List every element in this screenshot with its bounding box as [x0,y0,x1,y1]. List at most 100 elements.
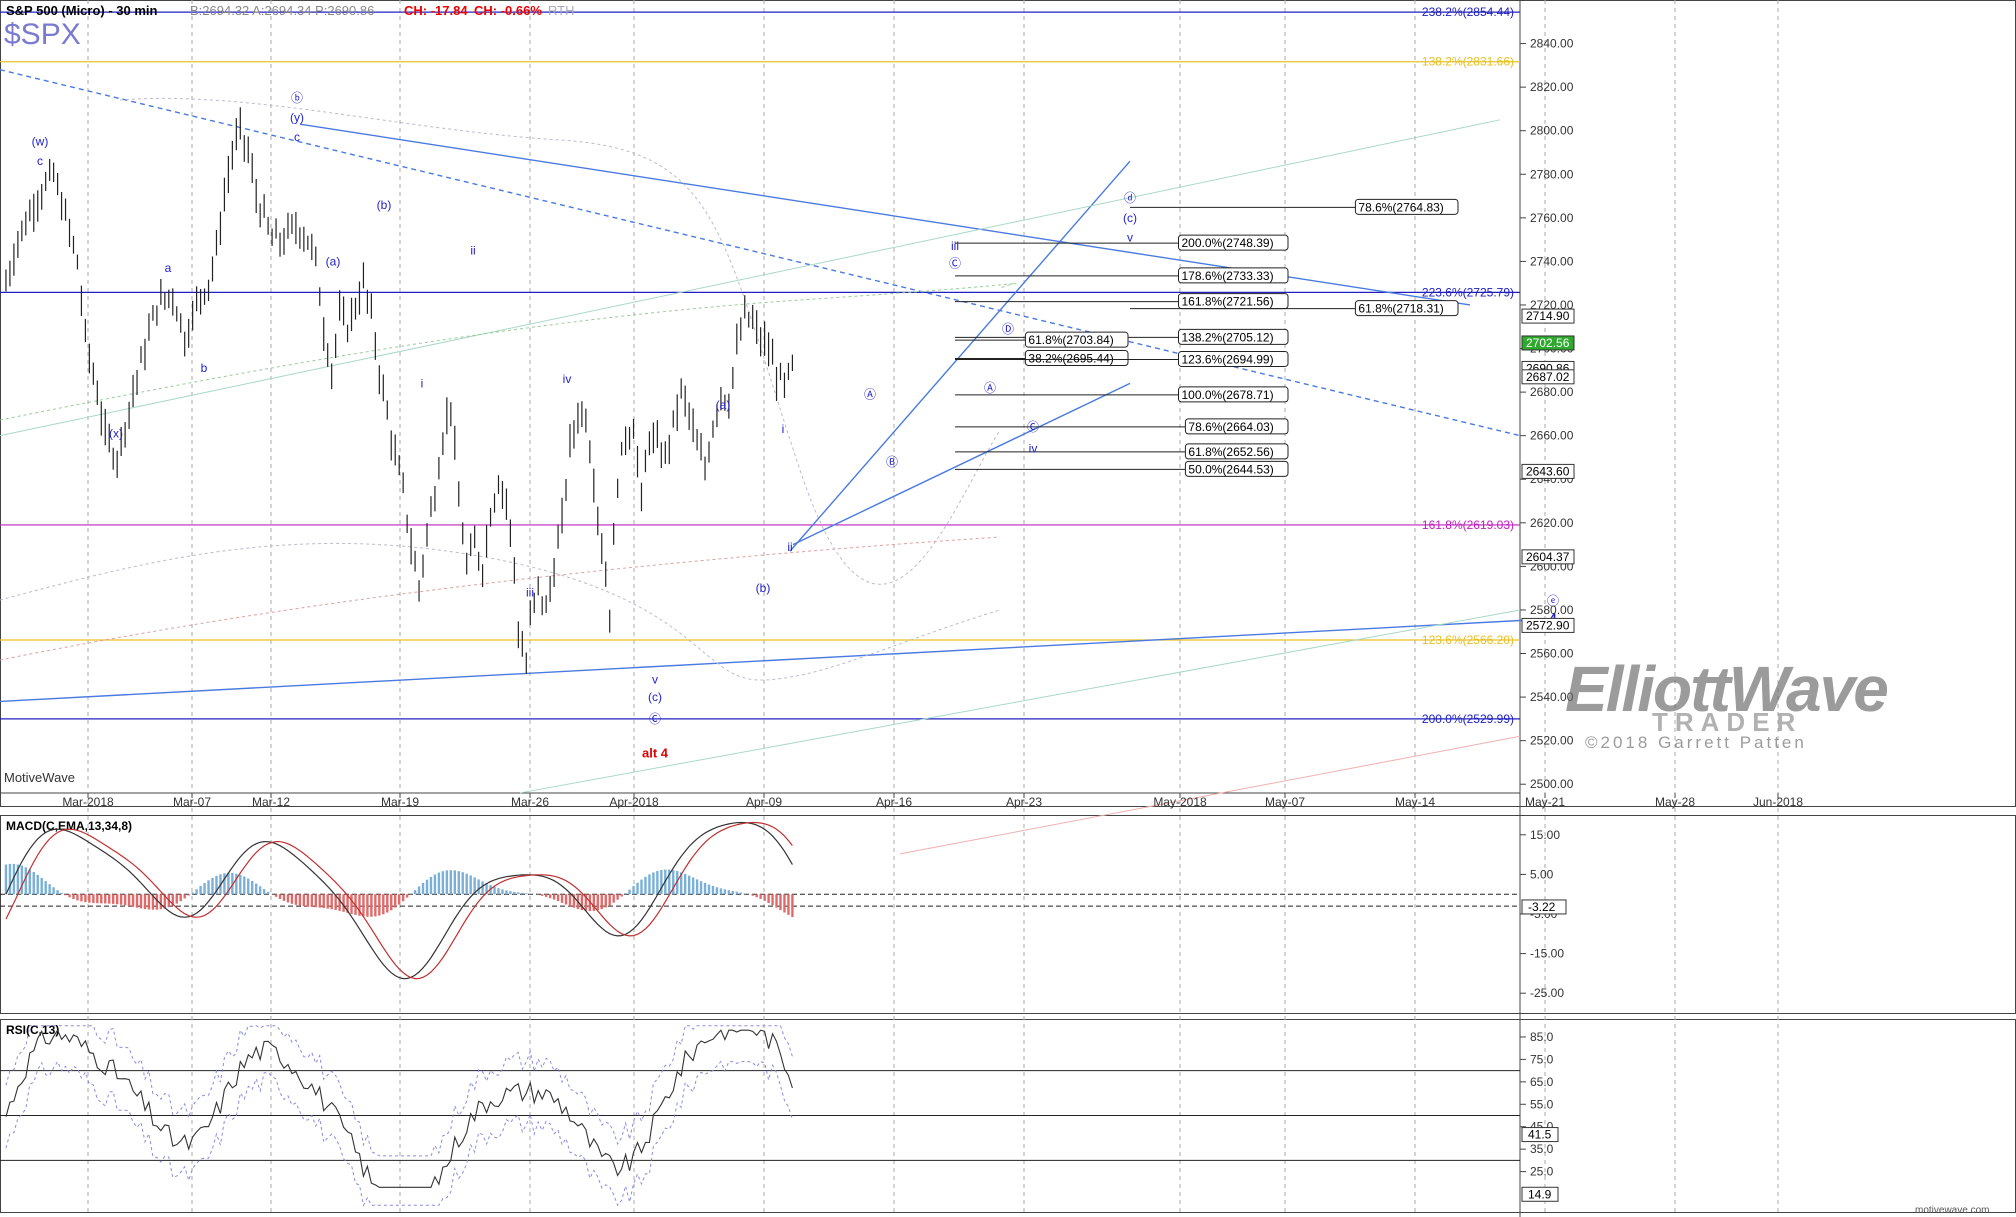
rsi-line [5,1029,793,1188]
rsi-value-label: 41.5 [1528,1128,1552,1142]
wave-label: c [37,154,43,168]
wave-label: iii [951,239,959,253]
extension-box [1178,350,1289,367]
trend-lines [0,69,1556,855]
fib-level-label: 200.0%(2529.99) [1422,712,1514,726]
y-tick-label: 2520.00 [1530,734,1574,748]
wave-label: (c) [648,690,662,704]
change-percent: CH: -0.66% [474,3,542,18]
rsi-y-tick-label: 55.0 [1530,1097,1554,1111]
y-tick-label: 2800.00 [1530,124,1574,138]
rsi-y-tick-label: 65.0 [1530,1075,1554,1089]
panel-frame [0,815,2016,1014]
x-tick-label: Apr-09 [746,795,782,809]
wave-label: (a) [716,398,731,412]
wave-label: (a) [326,254,341,268]
wave-label: v [1127,230,1133,244]
extension-label: 123.6%(2694.99) [1182,352,1274,366]
moving-averages [0,97,1017,681]
price-box [1521,308,1575,324]
extension-label: 78.6%(2764.83) [1358,200,1443,214]
macd-y-tick-label: -15.00 [1530,947,1564,961]
wave-label: Ⓐ [984,381,996,395]
extension-label: 138.2%(2705.12) [1182,330,1274,344]
price-box-label: 2702.56 [1526,336,1570,350]
y-tick-label: 2560.00 [1530,647,1574,661]
wave-label: ⓔ [1547,594,1559,608]
watermark-copyright: ©2018 Garrett Patten [1585,733,1807,752]
x-tick-label: Apr-16 [876,795,912,809]
extension-box [1184,443,1289,460]
trend-line [519,609,1521,794]
price-box [1521,463,1575,479]
x-tick-label: Jun-2018 [1753,795,1803,809]
extension-label: 200.0%(2748.39) [1182,236,1274,250]
wave-label: iv [563,372,572,386]
trend-line [299,123,1471,306]
wave-label: Ⓒ [649,712,661,726]
wave-label: i [782,422,785,436]
x-tick-label: May-28 [1655,795,1695,809]
wave-label: Ⓒ [1027,420,1039,434]
macd-value-label: -3.22 [1528,900,1556,914]
wave-label: (c) [1123,211,1137,225]
change-points: CH: -17.84 [404,3,468,18]
extension-label: 100.0%(2678.71) [1182,388,1274,402]
x-tick-label: May-07 [1265,795,1305,809]
wave-label: v [652,673,658,687]
chart-grid [87,0,1779,1212]
rsi-panel: RSI(C,13) 85.075.065.055.045.035.025.041.… [0,1023,1559,1207]
rsi-y-tick-label: 75.0 [1530,1052,1554,1066]
macd-title: MACD(C,EMA,13,34,8) [6,819,132,833]
chart-title: S&P 500 (Micro) - 30 min [6,3,158,18]
macd-y-tick-label: 15.00 [1530,828,1560,842]
y-tick-label: 2500.00 [1530,777,1574,791]
fib-level-label: 161.8%(2619.03) [1422,518,1514,532]
trend-line [0,617,1556,703]
wave-label: Ⓑ [886,455,898,469]
wave-labels: (w)cⓑ(y)c(x)ab(a)(b)iiiiiiivv(c)Ⓒ(a)(b)i… [32,91,1559,761]
watermark-trader: TRADER [1652,707,1802,737]
x-tick-label: Mar-2018 [62,795,114,809]
footer-site: motivewave.com [1915,1205,1989,1216]
wave-label: ⓑ [291,91,303,105]
y-tick-label: 2760.00 [1530,211,1574,225]
trend-line [789,160,1131,552]
watermark-logo: ElliottWave TRADER ©2018 Garrett Patten [1565,653,1889,752]
macd-signal-line [5,821,793,980]
rsi-y-tick-label: 85.0 [1530,1030,1554,1044]
y-tick-label: 2820.00 [1530,80,1574,94]
symbol-label: $SPX [4,18,81,51]
x-tick-label: Mar-26 [511,795,549,809]
trend-line [899,735,1521,855]
extension-box [1178,328,1289,345]
wave-label: iii [526,586,534,600]
y-tick-label: 2540.00 [1530,690,1574,704]
rsi-y-tick-label: 35.0 [1530,1142,1554,1156]
wave-label: Ⓒ [949,257,961,271]
rsi-title: RSI(C,13) [6,1023,59,1037]
x-tick-label: Apr-2018 [609,795,659,809]
macd-line [5,821,793,980]
fib-level-label: 138.2%(2831.66) [1422,55,1514,69]
footer-brand: MotiveWave [4,770,75,785]
price-box [1521,549,1575,565]
y-tick-label: 2720.00 [1530,298,1574,312]
extension-label: 61.8%(2652.56) [1188,445,1273,459]
rsi-secondary-label: 14.9 [1528,1187,1552,1201]
x-tick-label: May-21 [1525,795,1565,809]
extension-label: 50.0%(2644.53) [1188,462,1273,476]
price-box-label: 2687.02 [1526,370,1570,384]
quote-stats: B:2694.32 A:2694.34 P:2690.86 [190,3,374,18]
extension-box [1354,198,1459,215]
fib-levels: 238.2%(2854.44) 138.2%(2831.66) 223.6%(272… [0,5,1520,726]
fib-level-label: 223.6%(2725.79) [1422,285,1514,299]
extension-box [1184,418,1289,435]
wave-label: ii [787,540,792,554]
wave-label: Ⓐ [864,387,876,401]
wave-label: (b) [756,581,771,595]
x-tick-label: May-14 [1395,795,1435,809]
extension-label: 178.6%(2733.33) [1182,269,1274,283]
